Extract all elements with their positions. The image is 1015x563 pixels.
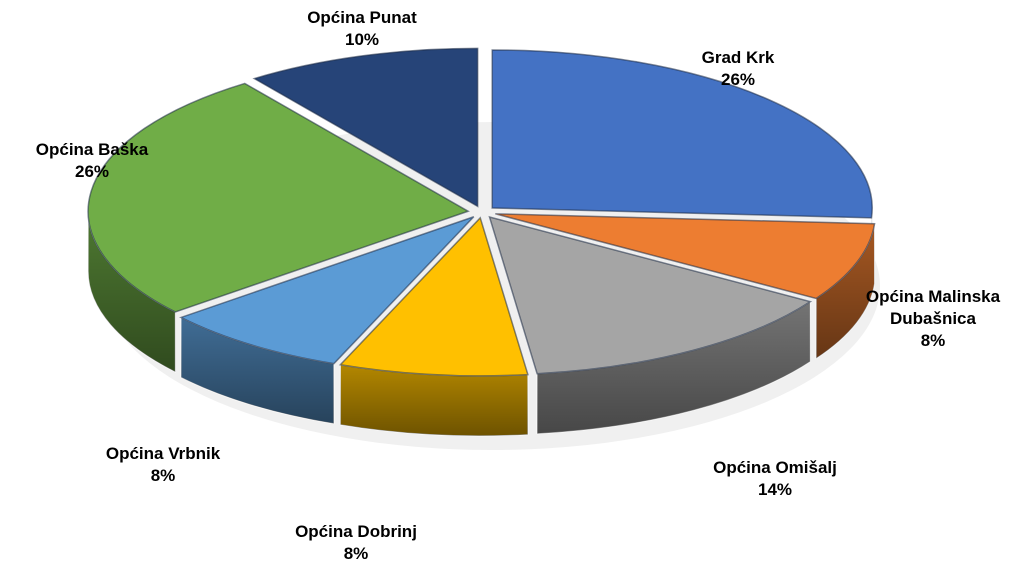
pie-labels: Grad Krk 26%Općina Malinska Dubašnica 8%Opć…: [36, 8, 1001, 563]
pie-slice-side-shade: [816, 223, 875, 359]
pie-slice: [495, 213, 876, 300]
slice-value-label: 8%: [151, 466, 176, 485]
slice-value-label: 10%: [345, 30, 379, 49]
slice-data-label: Općina Baška 26%: [36, 140, 149, 181]
slice-name-label: Općina Baška: [36, 140, 149, 159]
slice-name-label: Općina Dobrinj: [295, 522, 417, 541]
pie-slice-side-shade: [88, 211, 176, 372]
slice-name-label: Općina Omišalj: [713, 458, 837, 477]
pie-slice-side-shade: [537, 301, 811, 434]
slice-data-label: Općina Malinska Dubašnica 8%: [866, 287, 1001, 350]
slice-value-label: 8%: [344, 544, 369, 563]
pie-slice: [87, 82, 470, 313]
slice-data-label: Općina Dobrinj 8%: [295, 522, 417, 563]
pie-sides: [87, 207, 876, 437]
slice-value-label: 26%: [721, 70, 755, 89]
pie-slice-side-shade: [340, 364, 528, 436]
pie-slice: [488, 215, 813, 375]
slice-data-label: Grad Krk 26%: [702, 48, 775, 89]
pie-slice: [491, 49, 873, 219]
slice-name-label: Dubašnica: [890, 309, 977, 328]
slice-value-label: 8%: [921, 331, 946, 350]
slice-name-label: Grad Krk: [702, 48, 775, 67]
slice-data-label: Općina Punat 10%: [307, 8, 417, 49]
slice-data-label: Općina Vrbnik 8%: [106, 444, 221, 485]
slice-name-label: Općina Malinska: [866, 287, 1001, 306]
slice-name-label: Općina Punat: [307, 8, 417, 27]
pie-tops: [87, 47, 876, 377]
pie-slice: [252, 47, 479, 208]
slice-name-label: Općina Vrbnik: [106, 444, 221, 463]
slice-value-label: 26%: [75, 162, 109, 181]
pie-slice-side-shade: [180, 317, 334, 424]
pie-slice: [179, 216, 475, 365]
slice-value-label: 14%: [758, 480, 792, 499]
pie-slice: [338, 216, 529, 377]
slice-data-label: Općina Omišalj 14%: [713, 458, 837, 499]
